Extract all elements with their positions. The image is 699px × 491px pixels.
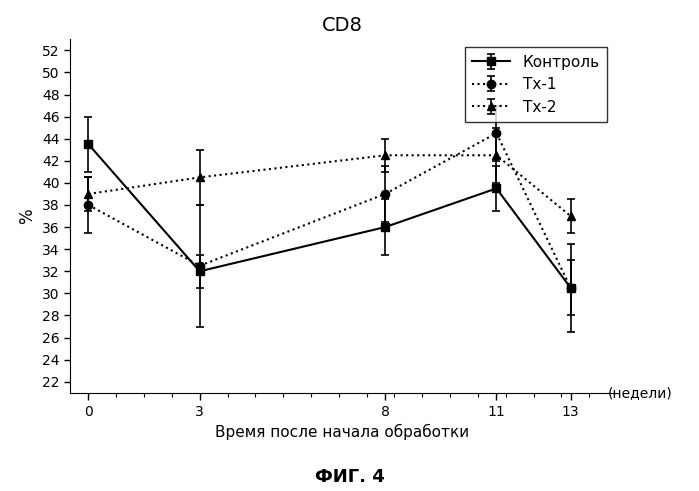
Text: (недели): (недели) (607, 386, 672, 400)
Text: ФИГ. 4: ФИГ. 4 (315, 468, 384, 486)
Y-axis label: %: % (18, 208, 36, 224)
Legend: Контроль, Тх-1, Тх-2: Контроль, Тх-1, Тх-2 (465, 47, 607, 122)
X-axis label: Время после начала обработки: Время после начала обработки (215, 424, 470, 440)
Title: CD8: CD8 (322, 16, 363, 35)
